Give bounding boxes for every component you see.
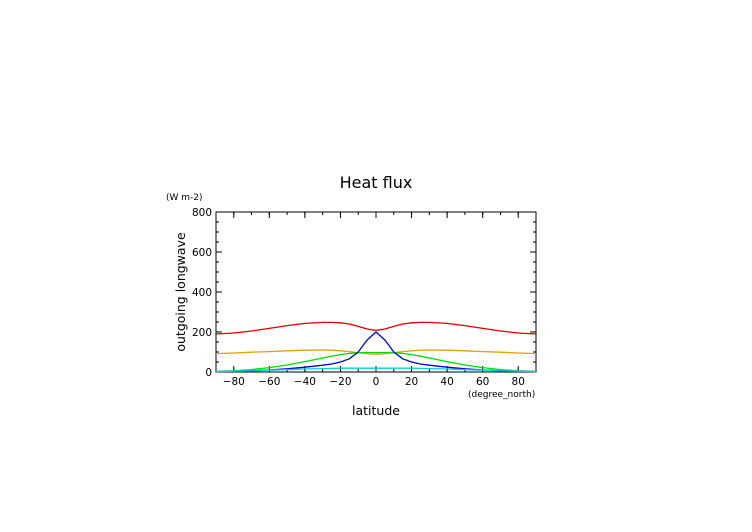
series-line-1 bbox=[215, 321, 537, 335]
x-tick-label: −40 bbox=[294, 376, 316, 388]
x-tick-label: 40 bbox=[440, 376, 453, 388]
series-line-5 bbox=[215, 367, 537, 373]
y-axis-units: (W m-2) bbox=[166, 193, 203, 203]
series-line-2 bbox=[215, 349, 537, 356]
y-tick-label: 0 bbox=[205, 367, 212, 379]
x-tick-label: 60 bbox=[476, 376, 489, 388]
series-line-3 bbox=[215, 351, 537, 373]
plot-frame bbox=[215, 211, 537, 373]
x-tick-label: −80 bbox=[223, 376, 245, 388]
x-tick-label: 0 bbox=[373, 376, 380, 388]
x-axis-label: latitude bbox=[352, 403, 400, 418]
x-axis-units: (degree_north) bbox=[468, 390, 535, 400]
series-line-4 bbox=[215, 331, 537, 373]
y-tick-label: 800 bbox=[192, 207, 212, 219]
y-tick-label: 400 bbox=[192, 287, 212, 299]
x-tick-label: 20 bbox=[405, 376, 418, 388]
y-axis-label: outgoing longwave bbox=[173, 232, 188, 352]
chart-title: Heat flux bbox=[340, 173, 413, 192]
x-tick-label: −20 bbox=[329, 376, 351, 388]
x-tick-label: −60 bbox=[258, 376, 280, 388]
x-tick-label: 80 bbox=[512, 376, 525, 388]
y-tick-label: 600 bbox=[192, 247, 212, 259]
y-tick-label: 200 bbox=[192, 327, 212, 339]
